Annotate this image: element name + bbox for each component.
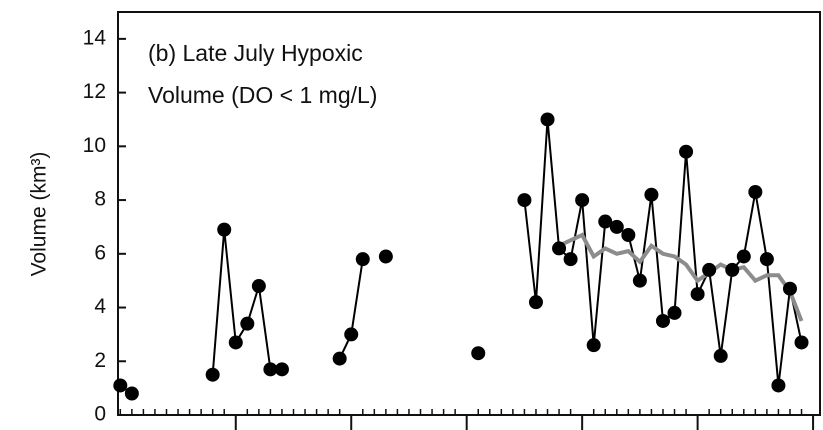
data-point xyxy=(344,327,359,342)
data-point xyxy=(609,219,624,234)
data-point xyxy=(771,378,786,393)
data-point xyxy=(274,362,289,377)
data-point xyxy=(690,287,705,302)
y-tick-label: 12 xyxy=(83,80,106,103)
y-tick-label: 6 xyxy=(94,241,106,264)
series-line xyxy=(558,232,804,322)
data-point xyxy=(552,241,567,256)
data-point xyxy=(713,348,728,363)
data-point xyxy=(471,346,486,361)
data-point xyxy=(217,222,232,237)
data-point xyxy=(540,112,555,127)
data-point xyxy=(251,279,266,294)
data-point xyxy=(575,193,590,208)
data-point xyxy=(794,335,809,350)
data-point xyxy=(228,335,243,350)
data-point xyxy=(205,367,220,382)
y-tick-label: 8 xyxy=(94,188,106,211)
data-point xyxy=(598,214,613,229)
y-tick-label: 14 xyxy=(83,26,107,49)
data-point xyxy=(240,316,255,331)
data-point xyxy=(748,185,763,200)
series-line xyxy=(119,119,803,395)
data-point xyxy=(644,187,659,202)
data-point xyxy=(725,262,740,277)
data-point xyxy=(667,305,682,320)
data-point xyxy=(355,252,370,267)
data-point xyxy=(563,252,578,267)
data-point xyxy=(528,295,543,310)
data-point xyxy=(621,227,636,242)
y-tick-label: 0 xyxy=(94,403,106,426)
data-point xyxy=(655,313,670,328)
data-point xyxy=(632,273,647,288)
y-tick-label: 2 xyxy=(94,349,106,372)
data-point xyxy=(586,338,601,353)
data-point xyxy=(736,249,751,264)
annotation: Volume (DO < 1 mg/L) xyxy=(148,82,377,108)
data-point xyxy=(332,351,347,366)
annotation: (b) Late July Hypoxic xyxy=(148,40,363,66)
y-tick-label: 4 xyxy=(94,295,106,318)
data-point xyxy=(759,252,774,267)
data-point xyxy=(124,386,139,401)
data-point xyxy=(113,378,128,393)
y-tick-label: 10 xyxy=(83,134,106,157)
data-point xyxy=(702,262,717,277)
data-point xyxy=(679,144,694,159)
y-axis-label: Volume (km³) xyxy=(28,152,51,277)
data-point xyxy=(263,362,278,377)
data-point xyxy=(517,193,532,208)
data-point xyxy=(782,281,797,296)
plot-frame xyxy=(117,11,821,416)
data-point xyxy=(378,249,393,264)
